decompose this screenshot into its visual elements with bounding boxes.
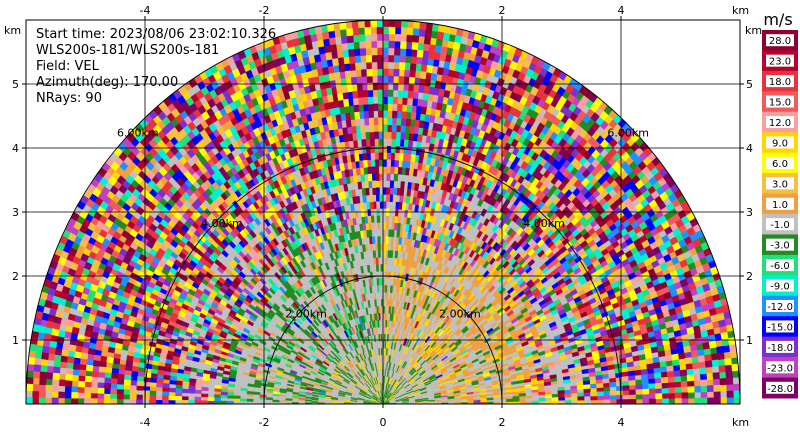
info-line: WLS200s-181/WLS200s-181 xyxy=(36,43,219,58)
colorbar-label: 1.0 xyxy=(772,200,788,211)
colorbar-label: -3.0 xyxy=(770,241,790,252)
info-text: Start time: 2023/08/06 23:02:10.326WLS20… xyxy=(36,27,276,106)
colorbar-label-bg xyxy=(766,381,794,394)
colorbar-label: -15.0 xyxy=(767,322,793,333)
y-tick-label-left: 2 xyxy=(12,270,19,283)
colorbar-label: -28.0 xyxy=(767,384,793,395)
colorbar-label-bg xyxy=(766,259,794,272)
y-unit-right: km xyxy=(745,24,762,37)
colorbar-label: -23.0 xyxy=(767,363,793,374)
colorbar-label-bg xyxy=(766,300,794,312)
x-tick-label-bottom: -4 xyxy=(140,416,151,429)
colorbar-label: 28.0 xyxy=(769,36,791,47)
colorbar-label: -12.0 xyxy=(767,302,793,313)
colorbar-label: 18.0 xyxy=(769,77,791,88)
y-tick-label-left: 5 xyxy=(12,78,19,91)
info-line: Azimuth(deg): 170.00 xyxy=(36,75,178,90)
x-unit-bottom: km xyxy=(732,416,749,429)
colorbar-label-bg xyxy=(766,361,794,374)
y-tick-label-right: 1 xyxy=(746,334,753,347)
x-tick-label-bottom: -2 xyxy=(259,416,270,429)
y-tick-label-right: 4 xyxy=(746,142,753,155)
axes: -4 -4 -2 -2 0 0 2 2 4 4 1 1 2 2 3 3 4 4 5 5 km km km km xyxy=(4,4,762,429)
x-tick-label-top: 4 xyxy=(618,4,625,17)
colorbar-label-bg xyxy=(766,116,794,128)
colorbar-label: -9.0 xyxy=(770,282,790,293)
y-tick-label-right: 3 xyxy=(746,206,753,219)
y-tick-label-right: 5 xyxy=(746,78,753,91)
x-tick-label-top: 0 xyxy=(380,4,387,17)
colorbar-label: 12.0 xyxy=(769,118,791,129)
colorbar-label: 6.0 xyxy=(772,159,788,170)
x-unit-top: km xyxy=(732,4,749,17)
range-rings: 2.00km 2.00km 4.00km 4.00km 6.00km 6.00km xyxy=(25,19,741,405)
colorbar-label-bg xyxy=(766,238,794,251)
range-ring-label: 6.00km xyxy=(117,126,159,139)
x-tick-label-top: -2 xyxy=(259,4,270,17)
range-ring-label: 2.00km xyxy=(285,307,327,320)
range-ring-label: 4.00km xyxy=(523,217,565,230)
colorbar-label: -18.0 xyxy=(767,343,793,354)
colorbar-label-bg xyxy=(766,320,794,333)
colorbar-label: 9.0 xyxy=(772,138,788,149)
colorbar-label: 3.0 xyxy=(772,179,788,190)
info-line: Field: VEL xyxy=(36,59,100,74)
range-ring xyxy=(263,275,503,405)
range-ring-label: 4.00km xyxy=(201,217,243,230)
range-ring xyxy=(144,147,622,405)
x-tick-label-bottom: 2 xyxy=(499,416,506,429)
colorbar-label-bg xyxy=(766,136,794,149)
colorbar-label: 15.0 xyxy=(769,98,791,109)
colorbar-label-bg xyxy=(766,54,794,67)
x-tick-label-top: -4 xyxy=(140,4,151,17)
colorbar-label-bg xyxy=(766,279,794,292)
colorbar-label: -6.0 xyxy=(770,261,790,272)
colorbar-label: 23.0 xyxy=(769,57,791,68)
velocity-cells-17 xyxy=(39,20,738,404)
x-tick-label-bottom: 4 xyxy=(618,416,625,429)
colorbar-label-bg xyxy=(766,34,794,47)
y-tick-label-right: 2 xyxy=(746,270,753,283)
colorbar-label-bg xyxy=(766,340,794,353)
colorbar-unit: m/s xyxy=(763,10,792,29)
x-tick-label-bottom: 0 xyxy=(380,416,387,429)
y-tick-label-left: 1 xyxy=(12,334,19,347)
info-line: Start time: 2023/08/06 23:02:10.326 xyxy=(36,27,276,42)
colorbar-label-bg xyxy=(766,197,794,210)
range-ring-label: 2.00km xyxy=(439,307,481,320)
y-unit-left: km xyxy=(4,24,21,37)
y-tick-label-left: 3 xyxy=(12,206,19,219)
colorbar-label-bg xyxy=(766,75,794,88)
y-tick-label-left: 4 xyxy=(12,142,19,155)
colorbar-label-bg xyxy=(766,95,794,108)
colorbar-label: -1.0 xyxy=(770,220,790,231)
info-line: NRays: 90 xyxy=(36,91,102,106)
colorbar-label-bg xyxy=(766,156,794,169)
x-tick-label-top: 2 xyxy=(499,4,506,17)
colorbar-label-bg xyxy=(766,218,794,231)
range-ring-label: 6.00km xyxy=(607,126,649,139)
colorbar: 28.0 23.0 18.0 15.0 12.0 9.0 6.0 3.0 1.0 -1.0 -3.0… xyxy=(762,10,798,399)
colorbar-label-bg xyxy=(766,177,794,190)
